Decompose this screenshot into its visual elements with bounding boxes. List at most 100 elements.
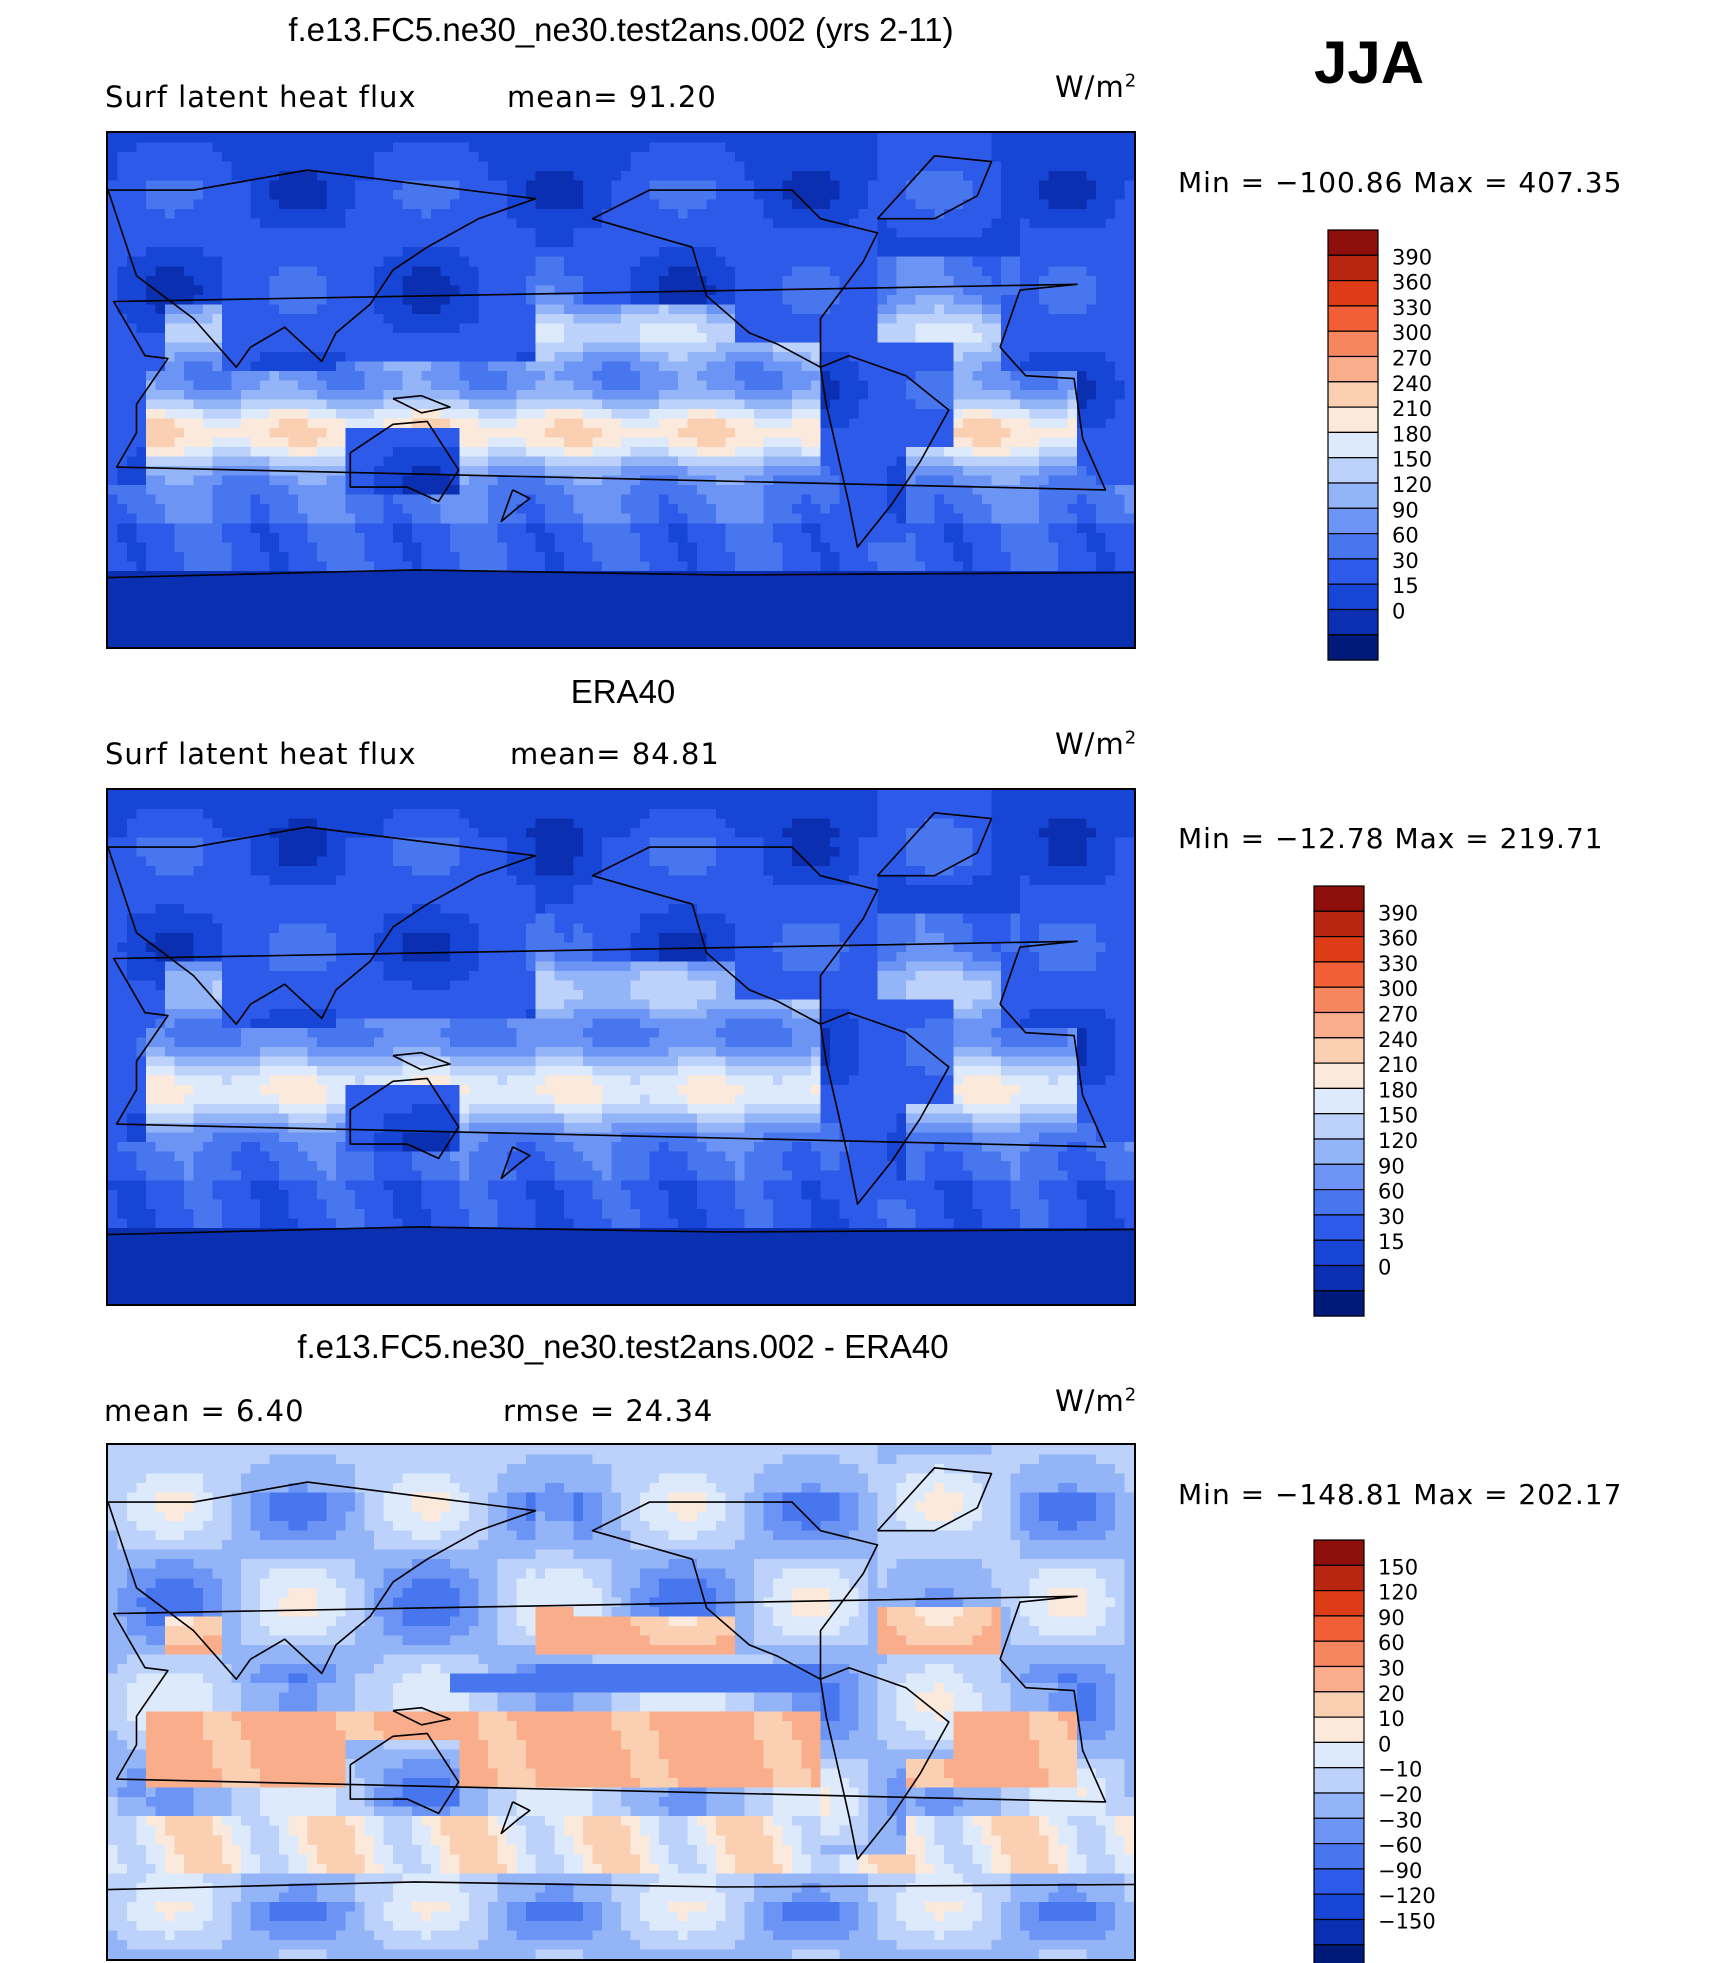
colorbar-tick-label: 30: [1378, 1657, 1405, 1681]
map-field: [108, 1445, 1134, 1959]
colorbar-tick-label: −10: [1378, 1758, 1422, 1782]
coastline: [108, 169, 537, 368]
colorbar-box: [1313, 1189, 1365, 1216]
colorbar-tick-label: 390: [1392, 245, 1432, 269]
colorbar-box: [1313, 1589, 1365, 1617]
colorbar-box: [1313, 1264, 1365, 1292]
colorbar-box: [1313, 910, 1365, 938]
colorbar-box: [1327, 558, 1379, 585]
colorbar-tick-label: 150: [1378, 1555, 1418, 1579]
coastline: [819, 1011, 950, 1205]
coastline-antarctica: [108, 569, 1134, 579]
colorbar-box: [1313, 1138, 1365, 1165]
colorbar-box: [1327, 279, 1379, 307]
map-field: [108, 790, 1134, 1304]
colorbar-box: [1313, 986, 1365, 1014]
colorbar-box: [1313, 1640, 1365, 1668]
colorbar-box: [1313, 1113, 1365, 1140]
panel-2-map: [106, 788, 1136, 1306]
coastline: [876, 811, 993, 877]
colorbar-box: [1327, 533, 1379, 560]
colorbar-tick-label: 30: [1378, 1205, 1405, 1229]
colorbar-tick-label: 300: [1378, 977, 1418, 1001]
colorbar-box: [1327, 355, 1379, 383]
coastline: [591, 1501, 879, 1680]
colorbar-tick-label: 240: [1378, 1028, 1418, 1052]
colorbar-box: [1313, 1716, 1365, 1744]
colorbar-box: [1313, 1817, 1365, 1845]
colorbar-box: [1313, 1290, 1365, 1317]
colorbar-tick-label: 210: [1378, 1053, 1418, 1077]
colorbar-tick-label: 360: [1378, 927, 1418, 951]
coastline-antarctica: [108, 1226, 1134, 1236]
colorbar-tick-label: 270: [1378, 1003, 1418, 1027]
colorbar-box: [1313, 885, 1365, 912]
colorbar-box: [1313, 1893, 1365, 1921]
colorbar-tick-label: 60: [1392, 524, 1419, 548]
coastline-antarctica: [108, 1881, 1134, 1891]
colorbar-tick-label: 0: [1378, 1732, 1391, 1756]
colorbar-tick-label: −30: [1378, 1808, 1422, 1832]
colorbar-tick-label: 15: [1378, 1230, 1405, 1254]
colorbar-box: [1313, 1843, 1365, 1870]
colorbar-tick-label: 0: [1378, 1256, 1391, 1280]
colorbar-box: [1313, 1087, 1365, 1115]
colorbar-box: [1313, 1767, 1365, 1794]
colorbar-tick-label: 90: [1378, 1154, 1405, 1178]
colorbar-box: [1313, 1944, 1365, 1963]
panel-1-minmax: Min = −100.86 Max = 407.35: [1178, 166, 1623, 199]
panel-1-map: [106, 131, 1136, 649]
colorbar-box: [1313, 1539, 1365, 1566]
panel-2-units: W/m2: [1055, 727, 1138, 761]
coastline: [349, 420, 460, 503]
coastline: [392, 394, 451, 414]
colorbar-tick-label: 270: [1392, 347, 1432, 371]
panel-1-units: W/m2: [1055, 70, 1138, 104]
coastline: [876, 154, 993, 220]
panel-3-mean-label: mean = 6.40: [104, 1394, 305, 1428]
colorbar-tick-label: 30: [1392, 549, 1419, 573]
colorbar-tick-label: 0: [1392, 600, 1405, 624]
panel-3-map: [106, 1443, 1136, 1961]
colorbar-tick-label: 20: [1378, 1682, 1405, 1706]
coastline: [591, 189, 879, 368]
colorbar-tick-label: 120: [1378, 1581, 1418, 1605]
colorbar-box: [1327, 608, 1379, 636]
coastline: [108, 826, 537, 1025]
coastline: [112, 1595, 1107, 1803]
colorbar-box: [1327, 583, 1379, 611]
colorbar-tick-label: 360: [1392, 271, 1432, 295]
colorbar-tick-label: 180: [1392, 422, 1432, 446]
panel-2-minmax: Min = −12.78 Max = 219.71: [1178, 822, 1604, 855]
coastline: [349, 1732, 460, 1815]
colorbar-box: [1313, 1239, 1365, 1267]
panel-3-colorbar: 150 120 90 60 30 20 10 0 −10 −20 −30 −60 −90 −120 −150: [1313, 1539, 1494, 1963]
colorbar-box: [1313, 961, 1365, 988]
colorbar-tick-label: 330: [1378, 952, 1418, 976]
colorbar-box: [1327, 229, 1379, 256]
colorbar-box: [1313, 1741, 1365, 1769]
colorbar-tick-label: −150: [1378, 1910, 1436, 1934]
colorbar-tick-label: 90: [1392, 498, 1419, 522]
coastline: [500, 1801, 531, 1835]
coastline: [112, 283, 1107, 491]
colorbar-tick-label: 15: [1392, 574, 1419, 598]
colorbar-box: [1313, 1792, 1365, 1819]
colorbar-box: [1327, 406, 1379, 434]
season-label: JJA: [1314, 29, 1425, 96]
panel-1-variable-label: Surf latent heat flux: [105, 80, 417, 114]
colorbar-tick-label: 150: [1392, 448, 1432, 472]
colorbar-tick-label: 180: [1378, 1078, 1418, 1102]
colorbar-box: [1327, 431, 1379, 459]
colorbar-box: [1327, 457, 1379, 484]
colorbar-tick-label: 60: [1378, 1180, 1405, 1204]
colorbar-box: [1313, 935, 1365, 963]
colorbar-box: [1327, 330, 1379, 358]
colorbar-tick-label: −90: [1378, 1859, 1422, 1883]
coastline: [392, 1051, 451, 1071]
panel-2-colorbar: 390 360 330 300 270 240 210 180 150 120 90 60 30 15 0: [1313, 885, 1494, 1317]
panel-1-colorbar: 390 360 330 300 270 240 210 180 150 120 90 60 30 15 0: [1327, 229, 1508, 661]
colorbar-box: [1313, 1214, 1365, 1241]
colorbar-tick-label: 10: [1378, 1707, 1405, 1731]
colorbar-tick-label: 210: [1392, 397, 1432, 421]
